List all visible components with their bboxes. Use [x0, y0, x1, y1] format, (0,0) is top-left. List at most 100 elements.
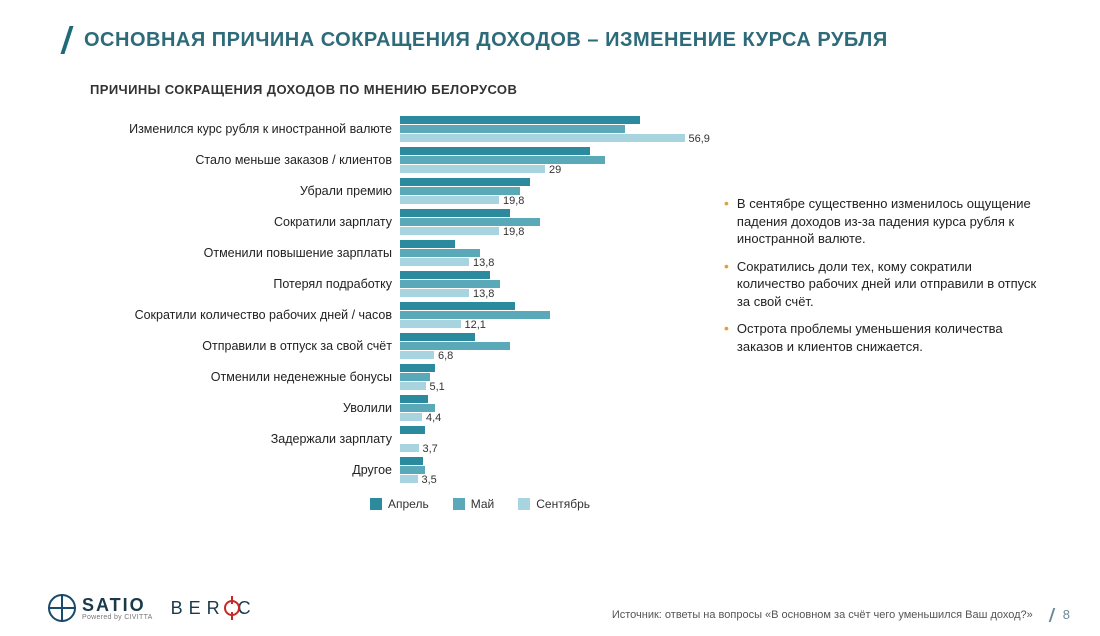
- chart-row: Задержали зарплату3,7: [60, 425, 700, 454]
- bar-series-1: [400, 249, 480, 257]
- bar-series-1: [400, 342, 510, 350]
- bar-group: 12,1: [400, 301, 700, 330]
- chart-row: Отменили неденежные бонусы 5,1: [60, 363, 700, 392]
- logo-satio-text: SATIO: [82, 596, 153, 614]
- chart-row: Сократили количество рабочих дней / часо…: [60, 301, 700, 330]
- category-label: Потерял подработку: [60, 278, 400, 292]
- legend-swatch: [370, 498, 382, 510]
- value-label: 13,8: [473, 288, 494, 300]
- logo-satio: SATIO Powered by CIVITTA: [48, 594, 153, 622]
- bullet-dot-icon: •: [724, 195, 729, 248]
- bar-series-0: [400, 271, 490, 279]
- bar-series-1: [400, 218, 540, 226]
- bar-series-0: [400, 209, 510, 217]
- legend-swatch: [453, 498, 465, 510]
- globe-icon: [48, 594, 76, 622]
- value-label: 56,9: [689, 133, 710, 145]
- category-label: Задержали зарплату: [60, 433, 400, 447]
- category-label: Отменили неденежные бонусы: [60, 371, 400, 385]
- content-area: Изменился курс рубля к иностранной валют…: [60, 115, 1052, 511]
- bar-series-0: [400, 364, 435, 372]
- bar-series-0: [400, 302, 515, 310]
- legend-swatch: [518, 498, 530, 510]
- bar-group: 3,7: [400, 425, 700, 454]
- page-title: ОСНОВНАЯ ПРИЧИНА СОКРАЩЕНИЯ ДОХОДОВ – ИЗ…: [84, 29, 888, 52]
- beroc-letter: B: [171, 598, 189, 619]
- bullet-text: В сентябре существенно изменилось ощущен…: [737, 195, 1042, 248]
- bullet-text: Острота проблемы уменьшения количества з…: [737, 320, 1042, 355]
- value-label: 5,1: [430, 381, 445, 393]
- value-label: 19,8: [503, 195, 524, 207]
- logo-satio-sub: Powered by CIVITTA: [82, 614, 153, 621]
- bar-series-2: [400, 196, 499, 204]
- bar-series-2: [400, 413, 422, 421]
- bullet-item: •В сентябре существенно изменилось ощуще…: [724, 195, 1042, 248]
- bar-series-2: [400, 134, 685, 142]
- beroc-letter: R: [207, 598, 226, 619]
- value-label: 19,8: [503, 226, 524, 238]
- value-label: 3,5: [422, 474, 437, 486]
- category-label: Отправили в отпуск за свой счёт: [60, 340, 400, 354]
- bar-series-2: [400, 475, 418, 483]
- bar-series-1: [400, 311, 550, 319]
- chart-subtitle: ПРИЧИНЫ СОКРАЩЕНИЯ ДОХОДОВ ПО МНЕНИЮ БЕЛ…: [90, 82, 1052, 97]
- chart-row: Сократили зарплату 19,8: [60, 208, 700, 237]
- bar-series-0: [400, 178, 530, 186]
- bar-series-1: [400, 466, 425, 474]
- bar-series-2: [400, 382, 426, 390]
- bullet-dot-icon: •: [724, 258, 729, 311]
- beroc-letter: C: [238, 598, 257, 619]
- value-label: 12,1: [465, 319, 486, 331]
- bar-series-0: [400, 395, 428, 403]
- chart-container: Изменился курс рубля к иностранной валют…: [60, 115, 700, 511]
- category-label: Сократили зарплату: [60, 216, 400, 230]
- bar-series-2: [400, 227, 499, 235]
- slide: ОСНОВНАЯ ПРИЧИНА СОКРАЩЕНИЯ ДОХОДОВ – ИЗ…: [0, 0, 1100, 636]
- category-label: Уволили: [60, 402, 400, 416]
- bar-group: 56,9: [400, 115, 700, 144]
- bar-group: 5,1: [400, 363, 700, 392]
- bar-series-1: [400, 187, 520, 195]
- bullet-item: •Сократились доли тех, кому сократили ко…: [724, 258, 1042, 311]
- bar-group: 19,8: [400, 177, 700, 206]
- source-text: Источник: ответы на вопросы «В основном …: [612, 609, 1033, 621]
- bar-series-1: [400, 280, 500, 288]
- bar-group: 6,8: [400, 332, 700, 361]
- bar-series-1: [400, 404, 435, 412]
- bar-series-0: [400, 457, 423, 465]
- bar-series-2: [400, 165, 545, 173]
- bar-series-0: [400, 116, 640, 124]
- beroc-letter: E: [189, 598, 207, 619]
- bar-series-0: [400, 147, 590, 155]
- logos: SATIO Powered by CIVITTA B E R C: [48, 594, 257, 622]
- page-number: 8: [1045, 607, 1070, 622]
- bar-chart: Изменился курс рубля к иностранной валют…: [60, 115, 700, 485]
- legend-label: Сентябрь: [536, 497, 590, 511]
- footer-right: Источник: ответы на вопросы «В основном …: [612, 607, 1070, 622]
- bar-series-1: [400, 125, 625, 133]
- legend-item: Апрель: [370, 497, 429, 511]
- bar-group: 29: [400, 146, 700, 175]
- bar-series-1: [400, 156, 605, 164]
- bullet-item: •Острота проблемы уменьшения количества …: [724, 320, 1042, 355]
- category-label: Убрали премию: [60, 185, 400, 199]
- insight-bullets: •В сентябре существенно изменилось ощуще…: [724, 115, 1052, 511]
- bar-group: 4,4: [400, 394, 700, 423]
- bar-series-2: [400, 289, 469, 297]
- bar-group: 19,8: [400, 208, 700, 237]
- bullet-dot-icon: •: [724, 320, 729, 355]
- value-label: 6,8: [438, 350, 453, 362]
- bar-series-0: [400, 333, 475, 341]
- bar-series-2: [400, 444, 419, 452]
- chart-legend: Апрель Май Сентябрь: [260, 497, 700, 511]
- title-slash-icon: [60, 28, 74, 52]
- chart-row: Отменили повышение зарплаты13,8: [60, 239, 700, 268]
- bar-series-1: [400, 373, 430, 381]
- bar-group: 3,5: [400, 456, 700, 485]
- category-label: Изменился курс рубля к иностранной валют…: [60, 123, 400, 137]
- legend-item: Сентябрь: [518, 497, 590, 511]
- legend-item: Май: [453, 497, 495, 511]
- footer: SATIO Powered by CIVITTA B E R C Источни…: [48, 594, 1070, 622]
- category-label: Стало меньше заказов / клиентов: [60, 154, 400, 168]
- category-label: Отменили повышение зарплаты: [60, 247, 400, 261]
